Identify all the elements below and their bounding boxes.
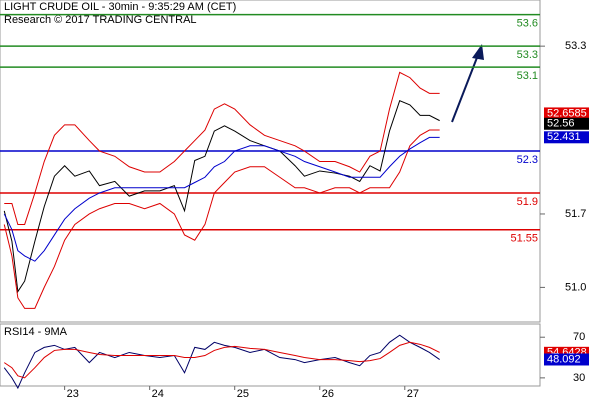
x-tick-label: 23 [67, 388, 79, 400]
rsi-y-tick-label: 70 [573, 331, 585, 343]
price-panel [0, 0, 541, 323]
chart-subtitle: Research © 2017 TRADING CENTRAL [4, 14, 197, 26]
price-tag-label: 52.6585 [547, 107, 587, 119]
price-tag [544, 107, 589, 120]
level-label: 53.3 [517, 49, 538, 61]
chart-title: LIGHT CRUDE OIL - 30min - 9:35:29 AM (CE… [4, 1, 236, 13]
series-line [3, 341, 440, 379]
series-line [3, 129, 440, 309]
price-tag [544, 131, 589, 144]
price-tag-label: 52.56 [547, 118, 575, 130]
level-label: 51.55 [510, 233, 538, 245]
series-line [4, 71, 440, 225]
x-tick-label: 27 [407, 388, 419, 400]
price-tag-label: 48.092 [547, 353, 581, 365]
x-tick-label: 24 [152, 388, 164, 400]
level-label: 53.1 [517, 70, 538, 82]
price-tag [544, 117, 589, 130]
price-tag-label: 52.431 [547, 131, 581, 143]
x-tick-label: 25 [237, 388, 249, 400]
series-line [3, 136, 440, 262]
rsi-y-tick-label: 30 [573, 372, 585, 384]
y-tick-label: 51.7 [565, 208, 586, 220]
series-line [3, 100, 440, 294]
series-line [3, 334, 440, 390]
rsi-panel [0, 323, 541, 387]
price-tag [544, 353, 589, 366]
y-tick-label: 53.3 [565, 40, 586, 52]
level-label: 51.9 [517, 196, 538, 208]
y-tick-label: 51.0 [565, 281, 586, 293]
level-label: 53.6 [517, 18, 538, 30]
x-tick-label: 26 [322, 388, 334, 400]
level-label: 52.3 [517, 154, 538, 166]
trend-arrow [451, 44, 484, 123]
rsi-label: RSI14 - 9MA [4, 326, 68, 338]
